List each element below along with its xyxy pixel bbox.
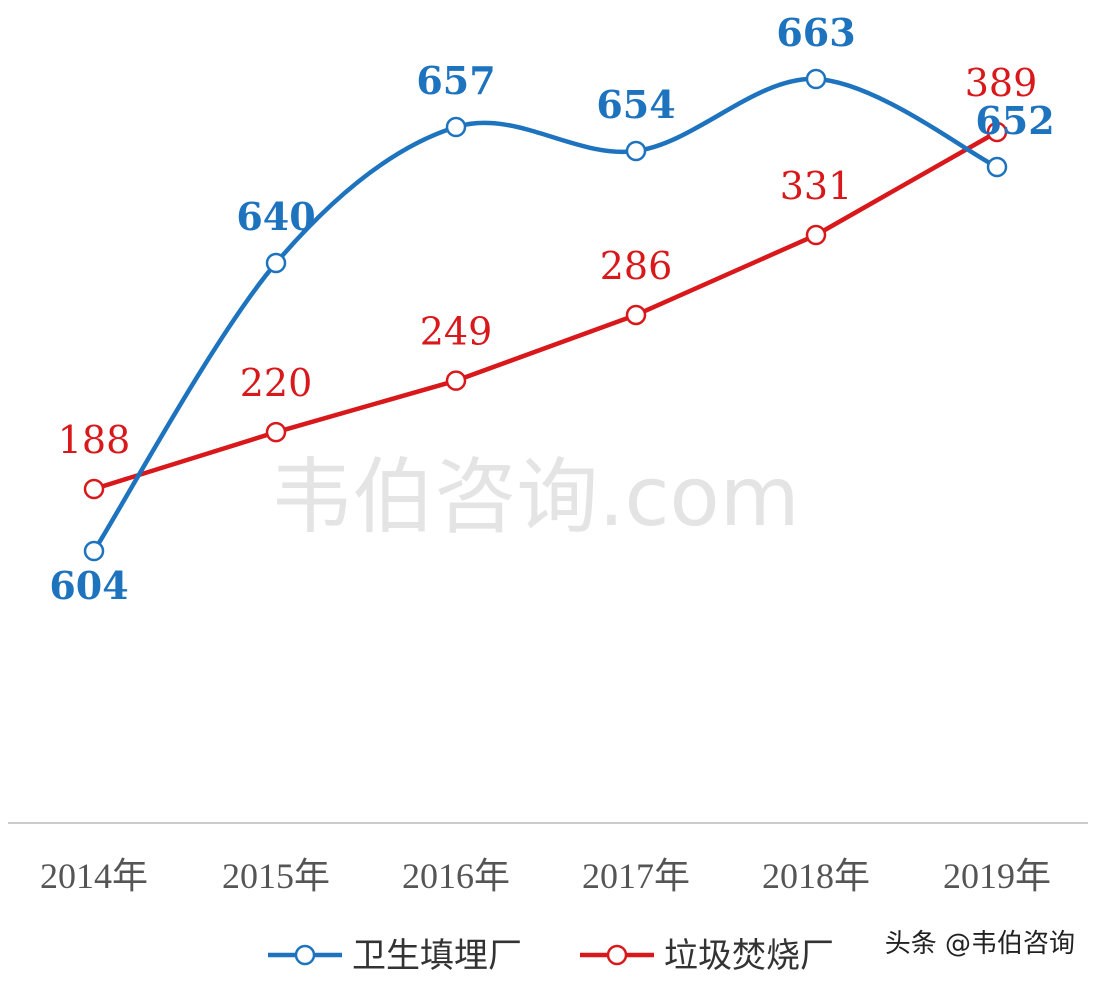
data-point: [83, 540, 105, 562]
legend: 卫生填埋厂 垃圾焚烧厂: [268, 936, 834, 976]
x-tick-label: 2018年: [762, 856, 870, 896]
watermark-text: 韦伯咨询.com: [270, 450, 799, 545]
series-points: [83, 68, 1008, 562]
legend-marker: [294, 944, 316, 966]
x-tick-label: 2019年: [943, 856, 1051, 896]
series-lines: [92, 76, 999, 553]
legend-marker: [606, 944, 628, 966]
data-point: [986, 121, 1008, 143]
data-point: [625, 140, 647, 162]
data-point: [445, 370, 467, 391]
x-tick-label: 2017年: [582, 856, 690, 896]
data-label: 188: [58, 418, 131, 462]
data-label: 657: [416, 58, 495, 103]
data-label: 640: [236, 194, 315, 239]
data-label: 652: [975, 98, 1054, 143]
data-label: 331: [780, 164, 853, 208]
data-label: 604: [49, 563, 128, 608]
series-line-2: [93, 130, 999, 492]
data-point: [986, 156, 1008, 178]
data-point: [805, 68, 827, 90]
series-line-1: [92, 76, 998, 553]
data-labels: 188 220 249 286 331 389 604 640 657 654 663 652: [49, 10, 1054, 608]
data-point: [265, 252, 287, 274]
data-label: 286: [600, 244, 673, 288]
data-point: [625, 304, 647, 326]
data-label: 220: [240, 361, 313, 405]
x-axis-ticks: 2014年 2015年 2016年 2017年 2018年 2019年: [40, 856, 1051, 896]
data-label: 249: [420, 310, 493, 354]
credit-text: 头条 @韦伯咨询: [885, 929, 1075, 959]
x-tick-label: 2016年: [402, 856, 510, 896]
data-label: 389: [965, 61, 1038, 105]
x-tick-label: 2015年: [222, 856, 330, 896]
data-label: 654: [596, 82, 675, 127]
legend-label: 卫生填埋厂: [352, 936, 522, 976]
data-point: [805, 224, 827, 246]
data-point: [265, 421, 287, 443]
data-point: [83, 478, 105, 500]
legend-label: 垃圾焚烧厂: [664, 936, 834, 976]
data-point: [445, 116, 467, 138]
data-label: 663: [776, 10, 855, 55]
x-tick-label: 2014年: [40, 856, 148, 896]
